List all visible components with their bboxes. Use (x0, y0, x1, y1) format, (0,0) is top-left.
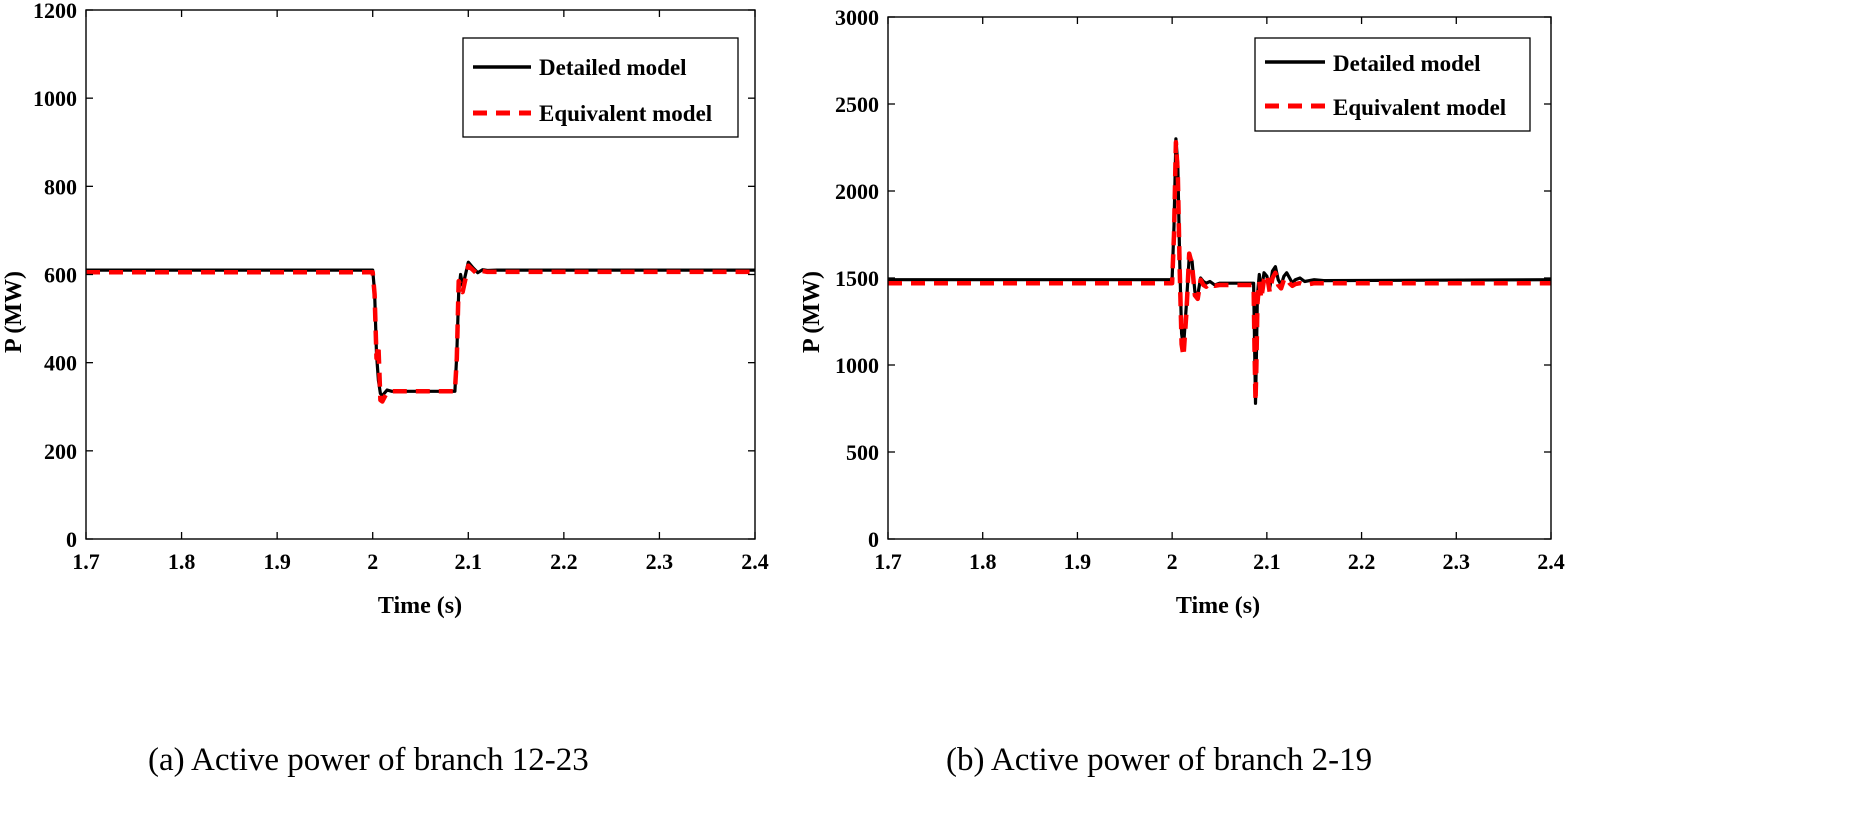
x-tick-label-b: 2.4 (1537, 549, 1565, 574)
series-equivalent-line-a (86, 263, 755, 404)
legend-label-detailed-b: Detailed model (1333, 51, 1481, 76)
caption-a: (a) Active power of branch 12-23 (148, 742, 589, 778)
series-equivalent-line-b (888, 140, 1551, 404)
x-tick-label-b: 2.2 (1348, 549, 1376, 574)
legend-label-equivalent-b: Equivalent model (1333, 95, 1506, 120)
chart-b: 1.7 1.8 1.9 2 2.1 2.2 2.3 2.4 0 500 1000 1500 2000 25… (799, 5, 1565, 619)
x-tick-label-a: 2.2 (550, 549, 578, 574)
x-axis-title-b: Time (s) (1176, 593, 1260, 619)
x-tick-label-a: 2 (367, 549, 378, 574)
x-tick-label-a: 2.3 (646, 549, 674, 574)
x-tick-label-b: 1.7 (874, 549, 902, 574)
legend-label-equivalent-a: Equivalent model (539, 101, 712, 126)
x-tick-label-b: 2.3 (1443, 549, 1471, 574)
y-axis-title-a: P (MW) (1, 271, 27, 353)
legend-b: Detailed model Equivalent model (1254, 37, 1531, 132)
legend-label-detailed-a: Detailed model (539, 55, 687, 80)
y-tick-label-b: 3000 (835, 5, 879, 30)
x-tick-label-a: 1.7 (72, 549, 100, 574)
x-tick-label-a: 2.4 (741, 549, 769, 574)
y-tick-label-a: 0 (66, 527, 77, 552)
y-axis-title-b: P (MW) (799, 271, 825, 353)
y-tick-label-a: 1200 (33, 0, 77, 23)
x-tick-label-a: 1.8 (168, 549, 196, 574)
y-tick-label-b: 500 (846, 440, 879, 465)
y-tick-label-a: 800 (44, 174, 77, 199)
x-tick-label-a: 2.1 (455, 549, 483, 574)
x-axis-title-a: Time (s) (378, 593, 462, 619)
legend-box-a (462, 37, 739, 138)
y-tick-label-a: 1000 (33, 86, 77, 111)
y-tick-label-b: 2000 (835, 179, 879, 204)
x-tick-label-b: 2.1 (1253, 549, 1281, 574)
x-tick-label-a: 1.9 (263, 549, 291, 574)
y-tick-label-b: 1000 (835, 353, 879, 378)
y-tick-label-b: 1500 (835, 266, 879, 291)
y-tick-label-b: 2500 (835, 92, 879, 117)
legend-a: Detailed model Equivalent model (462, 37, 739, 138)
caption-b: (b) Active power of branch 2-19 (946, 742, 1373, 778)
x-tick-label-b: 2 (1167, 549, 1178, 574)
y-tick-label-a: 600 (44, 263, 77, 288)
y-tick-label-a: 200 (44, 439, 77, 464)
chart-a: 1.7 1.8 1.9 2 2.1 2.2 2.3 2.4 0 200 400 600 800 1000 1… (1, 0, 769, 619)
x-tick-label-b: 1.9 (1064, 549, 1092, 574)
y-tick-label-b: 0 (868, 527, 879, 552)
y-tick-label-a: 400 (44, 351, 77, 376)
x-tick-label-b: 1.8 (969, 549, 997, 574)
legend-box-b (1254, 37, 1531, 132)
